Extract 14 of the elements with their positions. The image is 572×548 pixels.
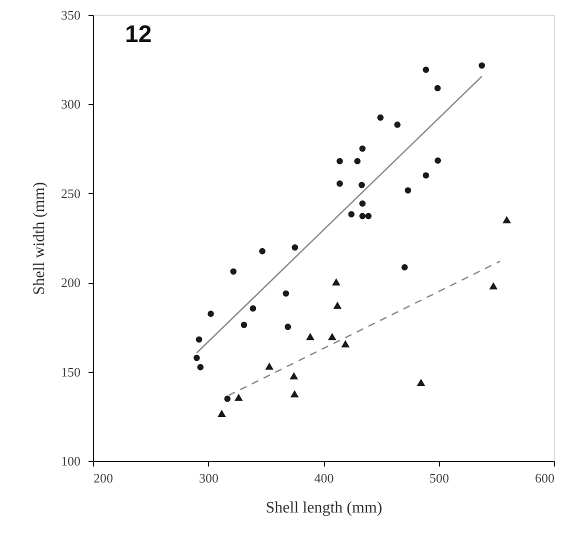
y-tick-label: 300 xyxy=(61,96,80,112)
x-tick-label: 600 xyxy=(535,470,554,486)
y-tick-label: 200 xyxy=(61,275,80,290)
x-tick-label: 500 xyxy=(430,470,449,486)
y-tick-label: 150 xyxy=(61,364,80,380)
y-tick-label: 250 xyxy=(61,186,80,201)
x-axis-title: Shell length (mm) xyxy=(266,500,382,516)
x-tick-label: 300 xyxy=(199,470,218,486)
x-tick-label: 400 xyxy=(314,470,334,486)
y-axis-title: Shell width (mm) xyxy=(31,182,48,295)
chart-title: 12 xyxy=(125,21,152,48)
x-tick-label: 200 xyxy=(94,470,113,486)
y-tick-label: 350 xyxy=(61,8,80,22)
y-tick-label: 100 xyxy=(61,454,80,468)
